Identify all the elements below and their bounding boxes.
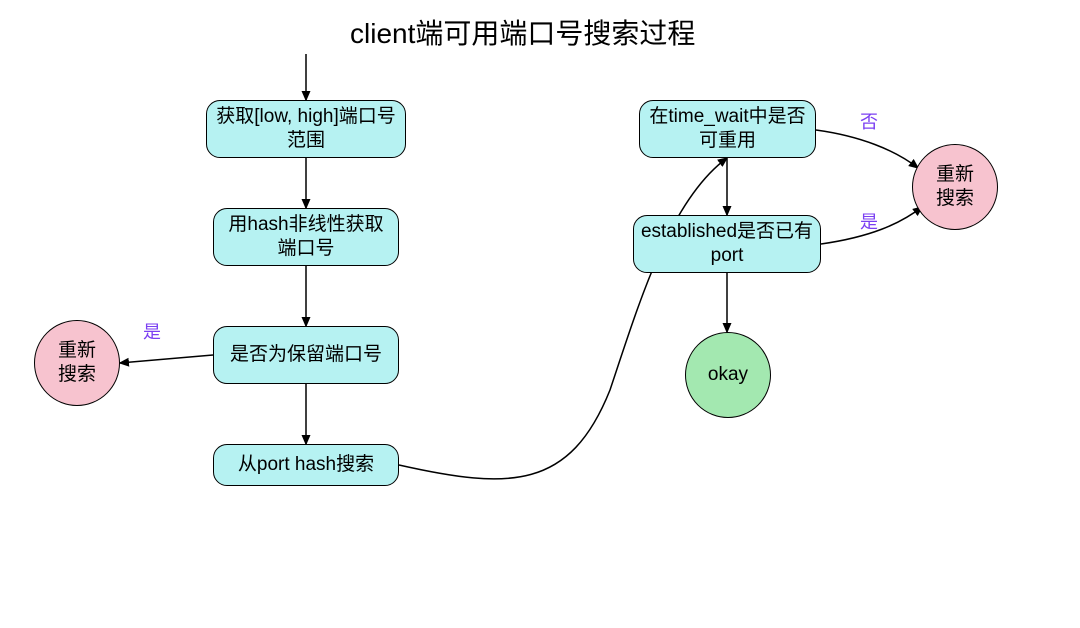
node-restart-search-left: 重新搜索 xyxy=(34,320,120,406)
node-get-port-range: 获取[low, high]端口号范围 xyxy=(206,100,406,158)
node-is-reserved-port: 是否为保留端口号 xyxy=(213,326,399,384)
node-time-wait-reusable: 在time_wait中是否可重用 xyxy=(639,100,816,158)
node-restart-search-right: 重新搜索 xyxy=(912,144,998,230)
diagram-title: client端可用端口号搜索过程 xyxy=(350,12,695,52)
edge-e3L xyxy=(120,355,213,363)
node-okay: okay xyxy=(685,332,771,418)
node-search-port-hash: 从port hash搜索 xyxy=(213,444,399,486)
edge-label-e5R: 否 xyxy=(860,108,878,134)
flowchart-canvas: client端可用端口号搜索过程 获取[low, high]端口号范围 用has… xyxy=(0,0,1080,628)
node-hash-get-port: 用hash非线性获取端口号 xyxy=(213,208,399,266)
edge-e5R xyxy=(816,130,918,168)
edge-label-e3L: 是 xyxy=(143,318,161,344)
edges-layer xyxy=(0,0,1080,628)
node-established-has-port: established是否已有port xyxy=(633,215,821,273)
edge-e45 xyxy=(399,158,727,479)
edge-label-e6R: 是 xyxy=(860,208,878,234)
